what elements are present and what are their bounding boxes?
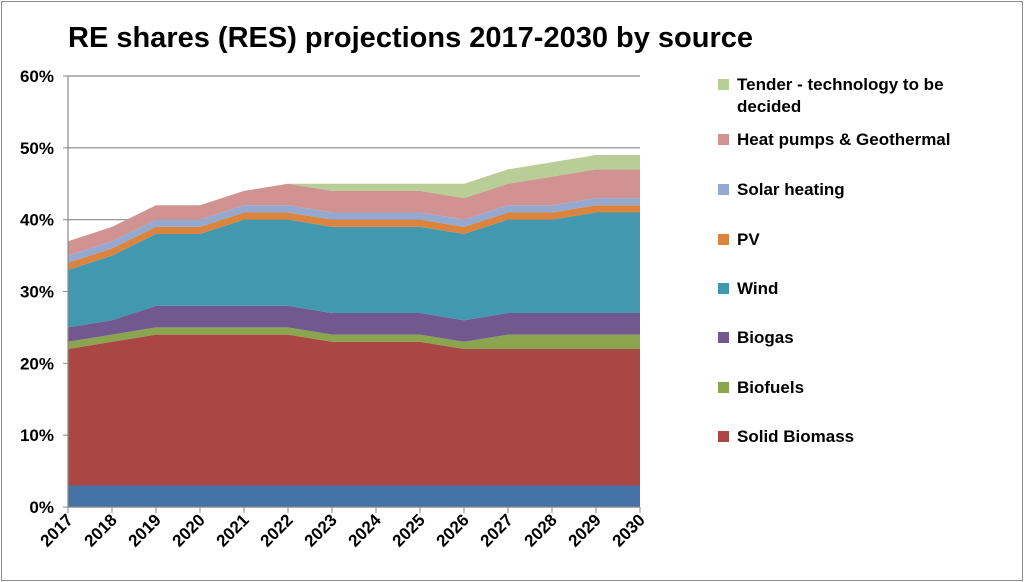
y-tick-label: 0% [29,498,54,517]
x-tick-label: 2029 [565,510,605,550]
legend-swatch [718,134,729,145]
x-tick-label: 2022 [257,510,297,550]
legend-label: Biogas [737,328,794,347]
x-tick-label: 2021 [213,510,253,550]
area-pv [68,205,640,270]
area-solid-biomass [68,334,640,486]
y-tick-label: 40% [20,211,54,230]
x-tick-label: 2020 [169,510,209,550]
legend-label: Wind [737,279,779,298]
legend-item: Wind [718,278,987,300]
legend-item: Biogas [718,327,987,349]
legend-label: Tender - technology to be decided [737,75,944,116]
x-tick-label: 2025 [389,510,429,550]
legend-item: Biofuels [718,377,987,399]
legend-item: Solid Biomass [718,426,987,448]
x-tick-label: 2026 [433,510,473,550]
legend-swatch [718,184,729,195]
legend-swatch [718,234,729,245]
legend-item: Tender - technology to be decided [718,74,977,118]
legend-swatch [718,382,729,393]
x-tick-label: 2018 [81,510,121,550]
legend-label: Solid Biomass [737,427,855,446]
area-heat-pumps-geothermal [68,169,640,256]
legend-item: Solar heating [718,179,987,201]
legend-swatch [718,79,729,90]
legend-label: Biofuels [737,378,805,397]
x-tick-label: 2027 [477,510,517,550]
y-tick-label: 30% [20,283,54,302]
legend-swatch [718,332,729,343]
y-tick-label: 20% [20,354,54,373]
legend-swatch [718,431,729,442]
legend-label: Heat pumps & Geothermal [737,130,951,149]
legend-label: PV [737,230,760,249]
legend-swatch [718,283,729,294]
x-tick-label: 2024 [345,510,386,551]
legend-item: PV [718,229,987,251]
area-series-0 [68,485,640,507]
legend-label: Solar heating [737,180,845,199]
area-solar-heating [68,198,640,263]
x-tick-label: 2028 [521,510,561,550]
area-tender-technology-to-be-decided [68,155,640,242]
y-tick-label: 50% [20,139,54,158]
x-tick-label: 2019 [125,510,165,550]
y-tick-label: 10% [20,426,54,445]
x-tick-label: 2023 [301,510,341,550]
area-biofuels [68,327,640,349]
y-tick-label: 60% [20,67,54,86]
legend-item: Heat pumps & Geothermal [718,129,987,151]
x-tick-label: 2030 [609,510,649,550]
chart-title: RE shares (RES) projections 2017-2030 by… [68,22,754,54]
area-wind [68,212,640,328]
